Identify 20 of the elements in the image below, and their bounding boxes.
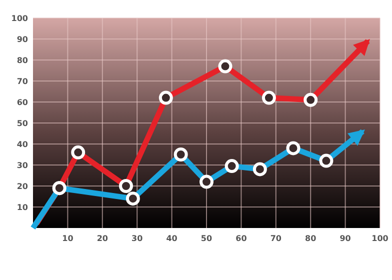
x-tick-label: 10 (62, 234, 74, 243)
y-tick-label: 80 (16, 56, 28, 65)
x-tick-label: 30 (132, 234, 144, 243)
x-tick-label: 90 (340, 234, 352, 243)
y-tick-label: 30 (16, 160, 28, 170)
y-tick-label: 20 (16, 182, 28, 191)
y-tick-label: 100 (11, 14, 28, 23)
x-tick-label: 50 (200, 234, 212, 243)
y-tick-label: 90 (16, 34, 28, 44)
y-tick-label: 10 (16, 202, 28, 212)
x-tick-label: 70 (270, 234, 282, 243)
y-tick-label: 50 (16, 118, 28, 128)
y-tick-label: 70 (16, 76, 28, 86)
y-tick-label: 40 (16, 140, 28, 149)
x-tick-label: 40 (166, 234, 178, 243)
x-tick-label: 100 (372, 234, 389, 243)
y-tick-label: 60 (16, 98, 28, 107)
x-tick-label: 80 (305, 234, 317, 243)
x-tick-label: 20 (96, 234, 108, 243)
x-tick-label: 60 (236, 234, 248, 243)
